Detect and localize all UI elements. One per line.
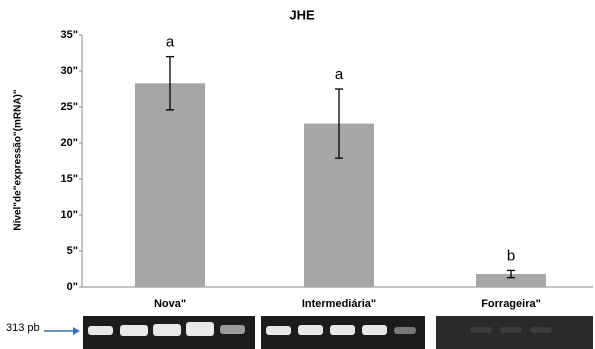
gel-image bbox=[83, 316, 593, 349]
y-tick-label: 25" bbox=[61, 101, 78, 113]
bar bbox=[135, 83, 205, 287]
y-tick-label: 0" bbox=[67, 281, 78, 293]
x-tick-label: Intermediária" bbox=[302, 298, 376, 310]
y-tick-label: 15" bbox=[61, 173, 78, 185]
x-tick-label: Forrageira" bbox=[481, 298, 541, 310]
y-tick-label: 20" bbox=[61, 137, 78, 149]
y-tick-label: 5" bbox=[67, 245, 78, 257]
y-tick-label: 30" bbox=[61, 65, 78, 77]
significance-label: b bbox=[507, 247, 515, 264]
marker-arrow bbox=[44, 327, 80, 335]
y-tick-label: 35" bbox=[61, 29, 78, 41]
chart: JHE Nível"de"expressão"(mRNA)" 313 pb 0"… bbox=[0, 0, 595, 349]
gel-marker: 313 pb bbox=[6, 322, 40, 334]
x-tick-label: Nova" bbox=[154, 298, 186, 310]
significance-label: a bbox=[335, 66, 344, 83]
significance-label: a bbox=[166, 34, 175, 51]
y-tick-label: 10" bbox=[61, 209, 78, 221]
y-axis-label: Nível"de"expressão"(mRNA)" bbox=[13, 89, 24, 230]
chart-title: JHE bbox=[289, 7, 315, 22]
